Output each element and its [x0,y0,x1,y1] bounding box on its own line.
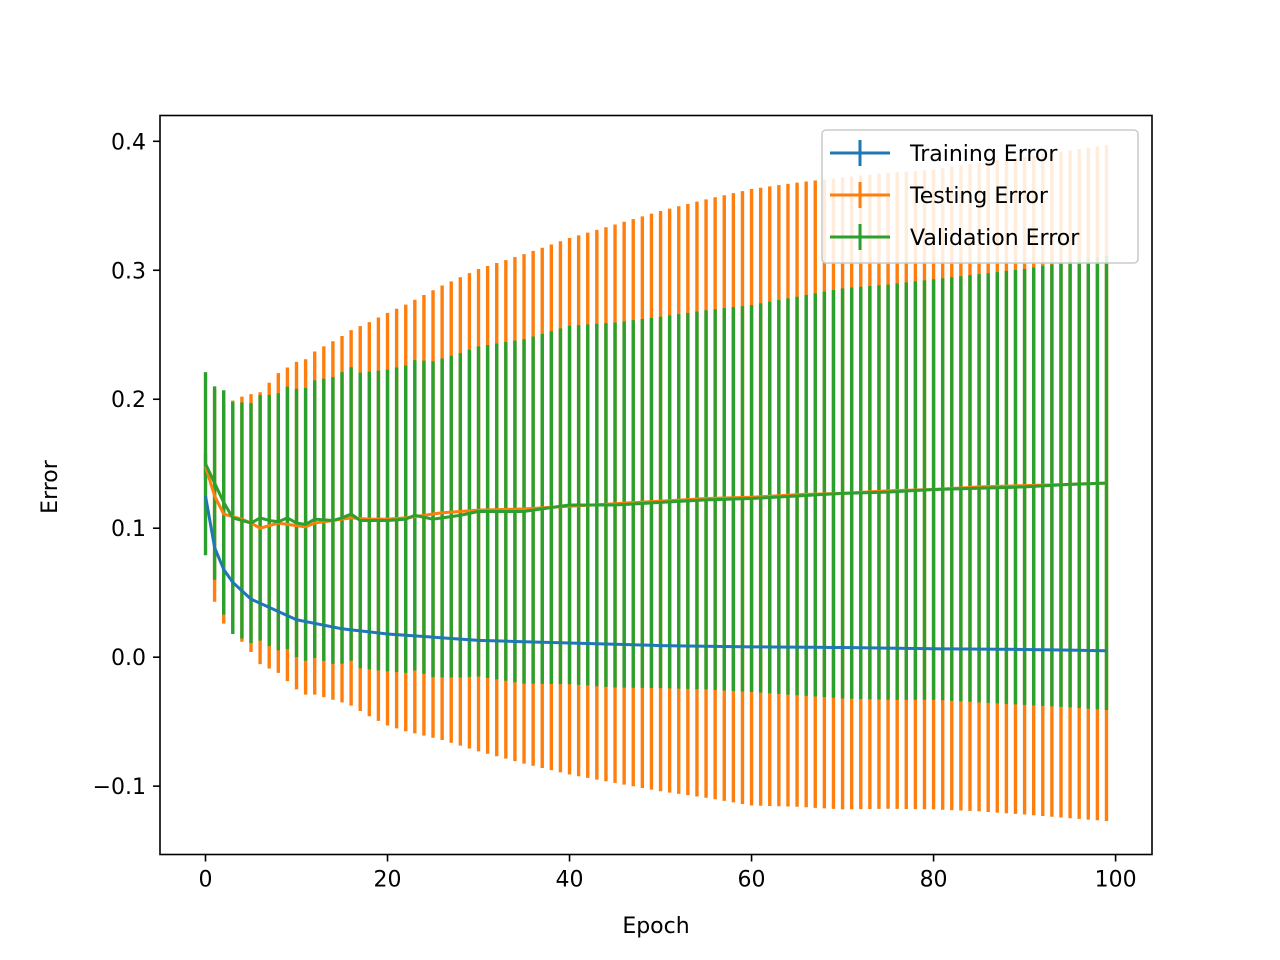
x-tick-label: 20 [374,868,402,893]
series-lines [204,463,1107,653]
x-tick-label: 60 [738,868,766,893]
legend-label: Validation Error [910,226,1080,251]
legend-entry: Training Error [830,140,1058,167]
legend-entry: Validation Error [830,224,1080,251]
y-tick-label: 0.1 [111,517,146,542]
y-tick-label: 0.4 [111,130,146,155]
legend-entry: Testing Error [830,182,1049,209]
legend-label: Training Error [909,142,1058,167]
legend-label: Testing Error [909,184,1049,209]
series-line-validation-error [204,463,1107,526]
y-tick-label: −0.1 [93,775,146,800]
y-tick-label: 0.2 [111,388,146,413]
x-tick-label: 0 [199,868,213,893]
errorbars-validation-error [203,256,1109,711]
legend-box [821,129,1139,264]
x-axis-ticks: 0 20 40 60 80 100 [199,854,1137,893]
x-tick-label: 100 [1095,868,1137,893]
x-axis-label: Epoch [622,914,689,939]
x-tick-label: 80 [920,868,948,893]
y-tick-label: 0.0 [111,646,146,671]
y-axis-ticks: −0.1 0.0 0.1 0.2 0.3 0.4 [93,130,160,800]
y-tick-label: 0.3 [111,259,146,284]
legend: Training Error Testing Error Validation Er… [821,129,1139,264]
series-line-training-error [204,495,1107,653]
plot-frame [159,114,1153,856]
y-axis-label: Error [38,459,63,514]
x-tick-label: 40 [556,868,584,893]
